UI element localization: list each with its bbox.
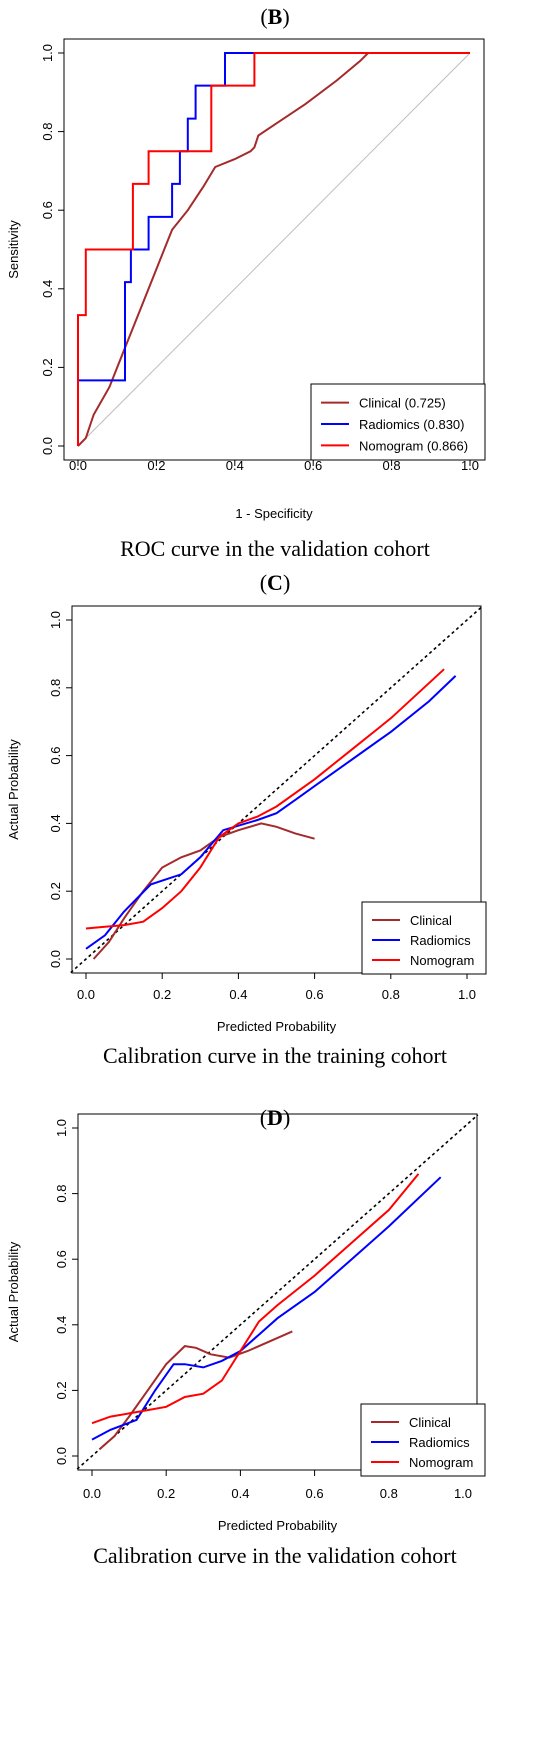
x-tick-label: 0.0 bbox=[77, 987, 95, 1002]
y-tick-label: 1.0 bbox=[40, 44, 55, 62]
y-tick-label: 0.0 bbox=[54, 1447, 69, 1465]
chart-caption: ROC curve in the validation cohort bbox=[120, 536, 430, 561]
y-tick-label: 0.8 bbox=[54, 1185, 69, 1203]
x-tick-label: 0.6 bbox=[304, 458, 322, 473]
series-line-nomogram bbox=[77, 52, 470, 446]
y-tick-label: 0.6 bbox=[40, 201, 55, 219]
x-axis-title: Predicted Probability bbox=[218, 1518, 338, 1533]
legend-box bbox=[361, 901, 487, 975]
series-line-clinical bbox=[92, 822, 315, 960]
panel-letter: B bbox=[268, 4, 283, 29]
x-tick-label: 1.0 bbox=[454, 1486, 472, 1501]
plot-frame bbox=[63, 38, 485, 461]
x-tick-label: 0.0 bbox=[69, 458, 87, 473]
x-tick-label: 0.6 bbox=[306, 987, 324, 1002]
x-tick-label: 0.4 bbox=[231, 1486, 249, 1501]
y-axis-title: Actual Probability bbox=[6, 1241, 21, 1342]
y-tick-label: 0.4 bbox=[54, 1316, 69, 1334]
y-axis-title: Actual Probability bbox=[6, 739, 21, 840]
chart-caption: Calibration curve in the training cohort bbox=[103, 1043, 447, 1068]
legend-label: Clinical (0.725) bbox=[359, 396, 446, 411]
reference-diagonal bbox=[77, 52, 471, 447]
panel-letter: D bbox=[267, 1105, 283, 1130]
plot-frame bbox=[71, 605, 482, 974]
y-tick-label: 0.8 bbox=[48, 679, 63, 697]
y-tick-label: 0.2 bbox=[54, 1381, 69, 1399]
y-tick-label: 1.0 bbox=[48, 611, 63, 629]
panel-label: (C) bbox=[260, 570, 291, 595]
x-tick-label: 0.0 bbox=[83, 1486, 101, 1501]
legend-label: Nomogram (0.866) bbox=[359, 438, 468, 453]
series-line-nomogram bbox=[91, 1173, 420, 1425]
y-tick-label: 0.8 bbox=[40, 123, 55, 141]
x-tick-label: 0.8 bbox=[383, 458, 401, 473]
reference-diagonal bbox=[70, 605, 483, 974]
legend: Clinical Radiomics Nomogram bbox=[360, 1403, 486, 1477]
panel-letter: C bbox=[267, 570, 283, 595]
panel-label: (B) bbox=[260, 4, 289, 29]
legend: Clinical (0.725) Radiomics (0.830) Nomogra… bbox=[310, 383, 486, 461]
x-tick-label: 0.4 bbox=[229, 987, 247, 1002]
legend-label: Radiomics (0.830) bbox=[359, 417, 465, 432]
panel-label: (D) bbox=[260, 1105, 291, 1130]
x-tick-label: 0.8 bbox=[380, 1486, 398, 1501]
y-tick-label: 1.0 bbox=[54, 1119, 69, 1137]
y-tick-label: 0.2 bbox=[48, 882, 63, 900]
x-tick-label: 0.2 bbox=[157, 1486, 175, 1501]
x-tick-label: 1.0 bbox=[461, 458, 479, 473]
legend: Clinical Radiomics Nomogram bbox=[361, 901, 487, 975]
y-axis-title: Sensitivity bbox=[6, 220, 21, 279]
legend-label: Clinical bbox=[409, 1415, 451, 1430]
x-tick-label: 0.8 bbox=[382, 987, 400, 1002]
reference-diagonal bbox=[76, 1114, 479, 1470]
x-axis-title: 1 - Specificity bbox=[235, 506, 313, 521]
y-tick-label: 0.2 bbox=[40, 358, 55, 376]
chart-panel-B: (B) 0.0 0.2 0.4 0.6 0.8 1.0 0.0 0.2 0.4 0.6 0.8 1.0 1… bbox=[6, 4, 486, 561]
chart-panel-C: (C) 0.0 0.2 0.4 0.6 0.8 1.0 0.0 0.2 0.4 0.6 0.8 1.0 P… bbox=[6, 570, 487, 1068]
series-line-clinical bbox=[77, 52, 470, 447]
legend-label: Nomogram bbox=[409, 1455, 473, 1470]
x-tick-label: 0.2 bbox=[153, 987, 171, 1002]
x-tick-label: 0.6 bbox=[306, 1486, 324, 1501]
chart-panel-D: (D) 0.0 0.2 0.4 0.6 0.8 1.0 0.0 0.2 0.4 0.6 0.8 1.0 P… bbox=[6, 1105, 486, 1568]
series-line-clinical bbox=[98, 1330, 293, 1451]
series-line-nomogram bbox=[85, 668, 445, 930]
series-line-radiomics bbox=[85, 675, 457, 950]
y-tick-label: 0.6 bbox=[48, 747, 63, 765]
y-tick-label: 0.0 bbox=[40, 437, 55, 455]
series-line-radiomics bbox=[77, 52, 470, 446]
legend-box bbox=[310, 383, 486, 461]
x-tick-label: 0.4 bbox=[226, 458, 244, 473]
x-tick-label: 0.2 bbox=[147, 458, 165, 473]
legend-label: Nomogram bbox=[410, 953, 474, 968]
legend-box bbox=[360, 1403, 486, 1477]
chart-caption: Calibration curve in the validation coho… bbox=[93, 1543, 457, 1568]
legend-label: Radiomics bbox=[410, 933, 471, 948]
series-line-radiomics bbox=[91, 1176, 442, 1441]
y-tick-label: 0.6 bbox=[54, 1250, 69, 1268]
x-axis-title: Predicted Probability bbox=[217, 1019, 337, 1034]
y-tick-label: 0.0 bbox=[48, 950, 63, 968]
plot-frame bbox=[77, 1113, 478, 1471]
x-tick-label: 1.0 bbox=[458, 987, 476, 1002]
legend-label: Radiomics bbox=[409, 1435, 470, 1450]
y-tick-label: 0.4 bbox=[48, 814, 63, 832]
y-tick-label: 0.4 bbox=[40, 280, 55, 298]
legend-label: Clinical bbox=[410, 913, 452, 928]
